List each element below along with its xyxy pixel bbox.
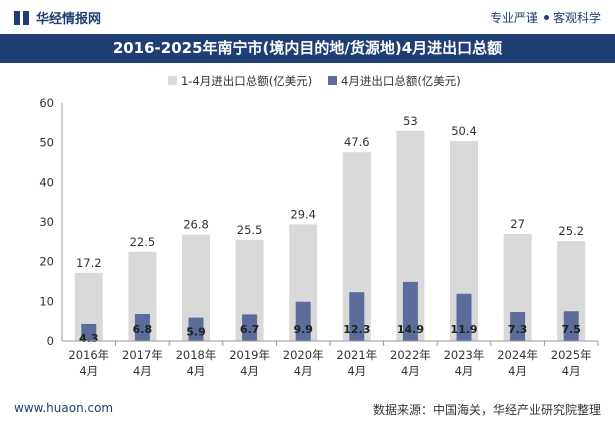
data-label-april: 5.9	[186, 326, 206, 339]
data-label-total: 25.2	[558, 224, 584, 238]
bar-april	[188, 317, 204, 341]
data-label-total: 27	[510, 217, 525, 231]
bar-april	[295, 301, 311, 341]
data-label-april: 14.9	[397, 323, 424, 336]
data-label-total: 50.4	[451, 124, 477, 138]
tagline: 专业严谨 客观科学	[490, 9, 601, 26]
x-tick-label: 2020年 4月	[283, 348, 324, 378]
brand-logo-icon	[14, 10, 30, 26]
data-label-total: 53	[403, 114, 418, 128]
y-tick-label: 10	[39, 294, 54, 308]
tagline-left: 专业严谨	[489, 11, 538, 25]
data-label-total: 47.6	[344, 135, 370, 149]
brand: 华经情报网	[14, 8, 101, 27]
footer-source: 数据来源：中国海关，华经产业研究院整理	[372, 403, 601, 417]
chart-title: 2016-2025年南宁市(境内目的地/货源地)4月进出口总额	[0, 34, 615, 63]
dot-icon	[543, 15, 549, 20]
data-label-april: 4.3	[79, 332, 99, 345]
bar-april	[134, 314, 150, 341]
y-tick-label: 60	[39, 96, 54, 110]
x-tick-label: 2021年 4月	[336, 348, 377, 378]
x-axis: 2016年 4月 2017年 4月 2018年 4月 2019年 4月 2020年 4月 2021年…	[62, 340, 599, 378]
data-label-total: 17.2	[76, 256, 102, 270]
y-tick-label: 0	[47, 334, 54, 348]
x-tick-label: 2023年 4月	[444, 348, 485, 378]
bars: 17.2 4.3 22.5 6.8 26.8 5.9 25.5 6.7 29.4 9.9 47.6 1…	[74, 114, 586, 345]
bar-april	[242, 314, 258, 341]
data-label-april: 9.9	[293, 323, 313, 336]
x-tick-label: 2024年 4月	[497, 348, 538, 378]
legend-label-total: 1-4月进出口总额(亿美元)	[181, 74, 312, 88]
data-label-total: 22.5	[130, 235, 156, 249]
y-axis: 0 10 20 30 40 50 60	[39, 96, 63, 348]
bar-april	[349, 292, 365, 341]
legend-swatch-april	[328, 76, 337, 85]
data-label-total: 26.8	[183, 218, 209, 232]
y-tick-label: 50	[39, 136, 54, 150]
bar-april	[510, 312, 526, 341]
bar-april	[563, 311, 579, 341]
data-label-total: 25.5	[237, 223, 263, 237]
y-tick-label: 20	[39, 255, 54, 269]
data-label-april: 7.5	[561, 323, 581, 336]
data-label-april: 7.3	[508, 323, 528, 336]
bar-april	[402, 281, 418, 341]
legend-label-april: 4月进出口总额(亿美元)	[341, 74, 461, 88]
brand-name: 华经情报网	[36, 12, 102, 27]
x-tick-label: 2022年 4月	[390, 348, 431, 378]
x-tick-label: 2016年 4月	[68, 348, 109, 378]
legend-swatch-total	[168, 76, 177, 85]
tagline-right: 客观科学	[552, 11, 601, 25]
footer-url: www.huaon.com	[14, 401, 114, 415]
data-label-april: 6.7	[240, 323, 260, 336]
bar-april	[456, 293, 472, 341]
bar-chart: 1-4月进出口总额(亿美元) 4月进出口总额(亿美元) 0 10 20 30 40 50 6…	[39, 74, 599, 378]
data-label-april: 12.3	[343, 323, 370, 336]
x-tick-label: 2025年 4月	[551, 348, 592, 378]
y-tick-label: 30	[39, 215, 54, 229]
data-label-total: 29.4	[290, 207, 316, 221]
y-tick-label: 40	[39, 175, 54, 189]
bar-april	[81, 323, 97, 341]
top-bar: 华经情报网 专业严谨 客观科学	[0, 0, 615, 34]
x-tick-label: 2018年 4月	[176, 348, 217, 378]
legend: 1-4月进出口总额(亿美元) 4月进出口总额(亿美元)	[168, 74, 461, 88]
x-tick-label: 2019年 4月	[229, 348, 270, 378]
footer: www.huaon.com 数据来源：中国海关，华经产业研究院整理	[0, 394, 615, 427]
x-tick-label: 2017年 4月	[122, 348, 163, 378]
data-label-april: 11.9	[450, 323, 477, 336]
data-label-april: 6.8	[133, 323, 153, 336]
